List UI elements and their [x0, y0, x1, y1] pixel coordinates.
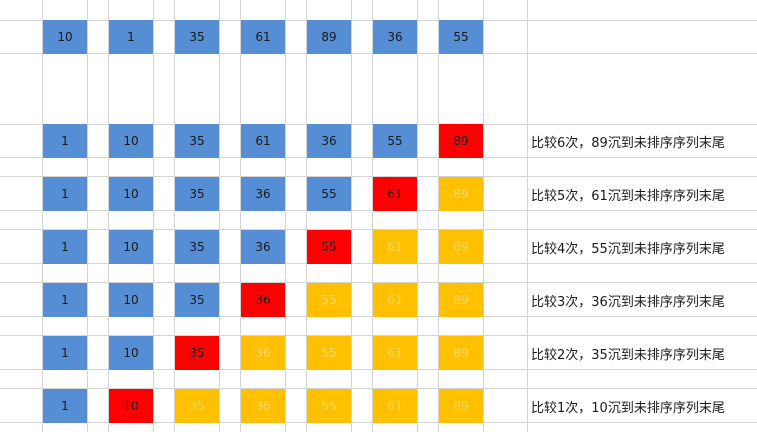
gridline-v — [240, 0, 241, 432]
gridline-v — [483, 0, 484, 432]
gridline-v — [219, 0, 220, 432]
initial-cell[interactable]: 89 — [307, 20, 351, 54]
pass-cell[interactable]: 55 — [307, 230, 351, 264]
gridline-v — [108, 0, 109, 432]
pass-cell[interactable]: 36 — [241, 336, 285, 370]
gridline-v — [174, 0, 175, 432]
pass-cell[interactable]: 10 — [109, 230, 153, 264]
pass-cell[interactable]: 35 — [175, 389, 219, 423]
initial-cell[interactable]: 61 — [241, 20, 285, 54]
pass-cell[interactable]: 35 — [175, 230, 219, 264]
pass-cell[interactable]: 1 — [43, 230, 87, 264]
gridline-h — [0, 388, 757, 389]
pass-cell[interactable]: 35 — [175, 283, 219, 317]
pass-label[interactable]: 比较2次，35沉到未排序序列末尾 — [531, 347, 725, 363]
gridline-v — [372, 0, 373, 432]
pass-cell[interactable]: 35 — [175, 124, 219, 158]
pass-cell[interactable]: 10 — [109, 389, 153, 423]
pass-cell[interactable]: 1 — [43, 336, 87, 370]
pass-cell[interactable]: 10 — [109, 124, 153, 158]
pass-cell[interactable]: 89 — [439, 283, 483, 317]
gridline-v — [285, 0, 286, 432]
gridline-v — [527, 0, 528, 432]
initial-cell[interactable]: 1 — [109, 20, 153, 54]
initial-cell[interactable]: 55 — [439, 20, 483, 54]
gridline-v — [351, 0, 352, 432]
pass-cell[interactable]: 1 — [43, 283, 87, 317]
pass-cell[interactable]: 55 — [373, 124, 417, 158]
gridline-v — [306, 0, 307, 432]
pass-cell[interactable]: 35 — [175, 177, 219, 211]
pass-cell[interactable]: 10 — [109, 336, 153, 370]
gridline-h — [0, 176, 757, 177]
pass-label[interactable]: 比较1次，10沉到未排序序列末尾 — [531, 400, 725, 416]
initial-cell[interactable]: 10 — [43, 20, 87, 54]
gridline-v — [42, 0, 43, 432]
pass-cell[interactable]: 61 — [373, 336, 417, 370]
pass-cell[interactable]: 1 — [43, 389, 87, 423]
pass-cell[interactable]: 61 — [373, 283, 417, 317]
pass-cell[interactable]: 89 — [439, 230, 483, 264]
pass-cell[interactable]: 89 — [439, 177, 483, 211]
pass-cell[interactable]: 61 — [373, 230, 417, 264]
pass-cell[interactable]: 89 — [439, 124, 483, 158]
pass-cell[interactable]: 61 — [373, 177, 417, 211]
gridline-v — [153, 0, 154, 432]
pass-label[interactable]: 比较5次，61沉到未排序序列末尾 — [531, 188, 725, 204]
pass-cell[interactable]: 10 — [109, 283, 153, 317]
pass-cell[interactable]: 36 — [241, 177, 285, 211]
gridline-h — [0, 229, 757, 230]
gridline-v — [438, 0, 439, 432]
pass-cell[interactable]: 35 — [175, 336, 219, 370]
pass-cell[interactable]: 61 — [373, 389, 417, 423]
pass-cell[interactable]: 55 — [307, 177, 351, 211]
pass-label[interactable]: 比较4次，55沉到未排序序列末尾 — [531, 241, 725, 257]
pass-cell[interactable]: 36 — [307, 124, 351, 158]
pass-cell[interactable]: 89 — [439, 336, 483, 370]
gridline-h — [0, 335, 757, 336]
pass-label[interactable]: 比较6次，89沉到未排序序列末尾 — [531, 135, 725, 151]
pass-cell[interactable]: 10 — [109, 177, 153, 211]
gridline-v — [87, 0, 88, 432]
gridline-h — [0, 282, 757, 283]
pass-label[interactable]: 比较3次，36沉到未排序序列末尾 — [531, 294, 725, 310]
pass-cell[interactable]: 55 — [307, 336, 351, 370]
pass-cell[interactable]: 55 — [307, 389, 351, 423]
pass-cell[interactable]: 55 — [307, 283, 351, 317]
pass-cell[interactable]: 36 — [241, 389, 285, 423]
pass-cell[interactable]: 1 — [43, 177, 87, 211]
pass-cell[interactable]: 1 — [43, 124, 87, 158]
pass-cell[interactable]: 36 — [241, 230, 285, 264]
pass-cell[interactable]: 61 — [241, 124, 285, 158]
pass-cell[interactable]: 36 — [241, 283, 285, 317]
initial-cell[interactable]: 36 — [373, 20, 417, 54]
pass-cell[interactable]: 89 — [439, 389, 483, 423]
gridline-v — [417, 0, 418, 432]
initial-cell[interactable]: 35 — [175, 20, 219, 54]
